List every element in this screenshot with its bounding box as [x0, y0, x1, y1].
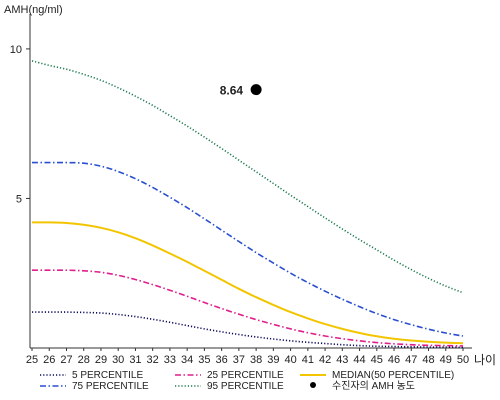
x-tick-label: 43: [336, 354, 348, 366]
x-tick-label: 35: [198, 354, 210, 366]
x-tick-label: 47: [405, 354, 417, 366]
series-lines: [31, 60, 464, 349]
x-tick-label: 41: [302, 354, 314, 366]
y-tick-label: 5: [16, 193, 22, 205]
x-tick-label: 40: [284, 354, 296, 366]
patient-amh-point: [250, 84, 262, 96]
x-tick-label: 50: [457, 354, 469, 366]
patient-marker: 8.64: [220, 84, 262, 98]
x-ticks: 25 26 27 28 29 30 31 32 33 34 35 36 37 38 39 40 41 42 43 44…: [26, 348, 469, 366]
legend-label: 25 PERCENTILE: [207, 370, 284, 381]
x-tick-label: 36: [216, 354, 228, 366]
x-tick-label: 46: [388, 354, 400, 366]
x-tick-label: 48: [422, 354, 434, 366]
x-tick-label: 30: [112, 354, 124, 366]
series-line-95-percentile: [31, 60, 464, 294]
x-tick-label: 49: [440, 354, 452, 366]
x-tick-label: 29: [95, 354, 107, 366]
legend-label: MEDIAN(50 PERCENTILE): [332, 370, 454, 381]
legend: 5 PERCENTILE 25 PERCENTILE MEDIAN(50 PERCE…: [40, 370, 454, 392]
patient-amh-value-label: 8.64: [220, 84, 244, 98]
x-tick-label: 25: [26, 354, 38, 366]
legend-label: 95 PERCENTILE: [207, 381, 284, 392]
legend-label: 75 PERCENTILE: [72, 381, 149, 392]
legend-label: 수진자의 AMH 농도: [332, 380, 415, 392]
series-line-75-percentile: [32, 161, 464, 337]
y-tick-label: 10: [10, 44, 22, 56]
x-tick-label: 34: [181, 354, 193, 366]
legend-marker-swatch: [310, 382, 316, 388]
x-tick-label: 37: [233, 354, 245, 366]
x-axis-label: 나이: [474, 353, 496, 367]
x-tick-label: 26: [43, 354, 55, 366]
y-ticks: 5 10: [10, 44, 30, 205]
series-line-25-percentile: [32, 269, 464, 347]
legend-label: 5 PERCENTILE: [72, 370, 143, 381]
x-tick-label: 33: [164, 354, 176, 366]
x-tick-label: 28: [78, 354, 90, 366]
x-tick-label: 42: [319, 354, 331, 366]
series-line-median-50-percentile: [31, 221, 464, 345]
x-tick-label: 39: [267, 354, 279, 366]
x-tick-label: 32: [147, 354, 159, 366]
series-line-5-percentile: [32, 311, 464, 349]
x-tick-label: 45: [371, 354, 383, 366]
x-tick-label: 31: [129, 354, 141, 366]
x-tick-label: 27: [60, 354, 72, 366]
x-tick-label: 44: [353, 354, 365, 366]
y-axis-label: AMH(ng/ml): [4, 4, 63, 16]
x-tick-label: 38: [250, 354, 262, 366]
